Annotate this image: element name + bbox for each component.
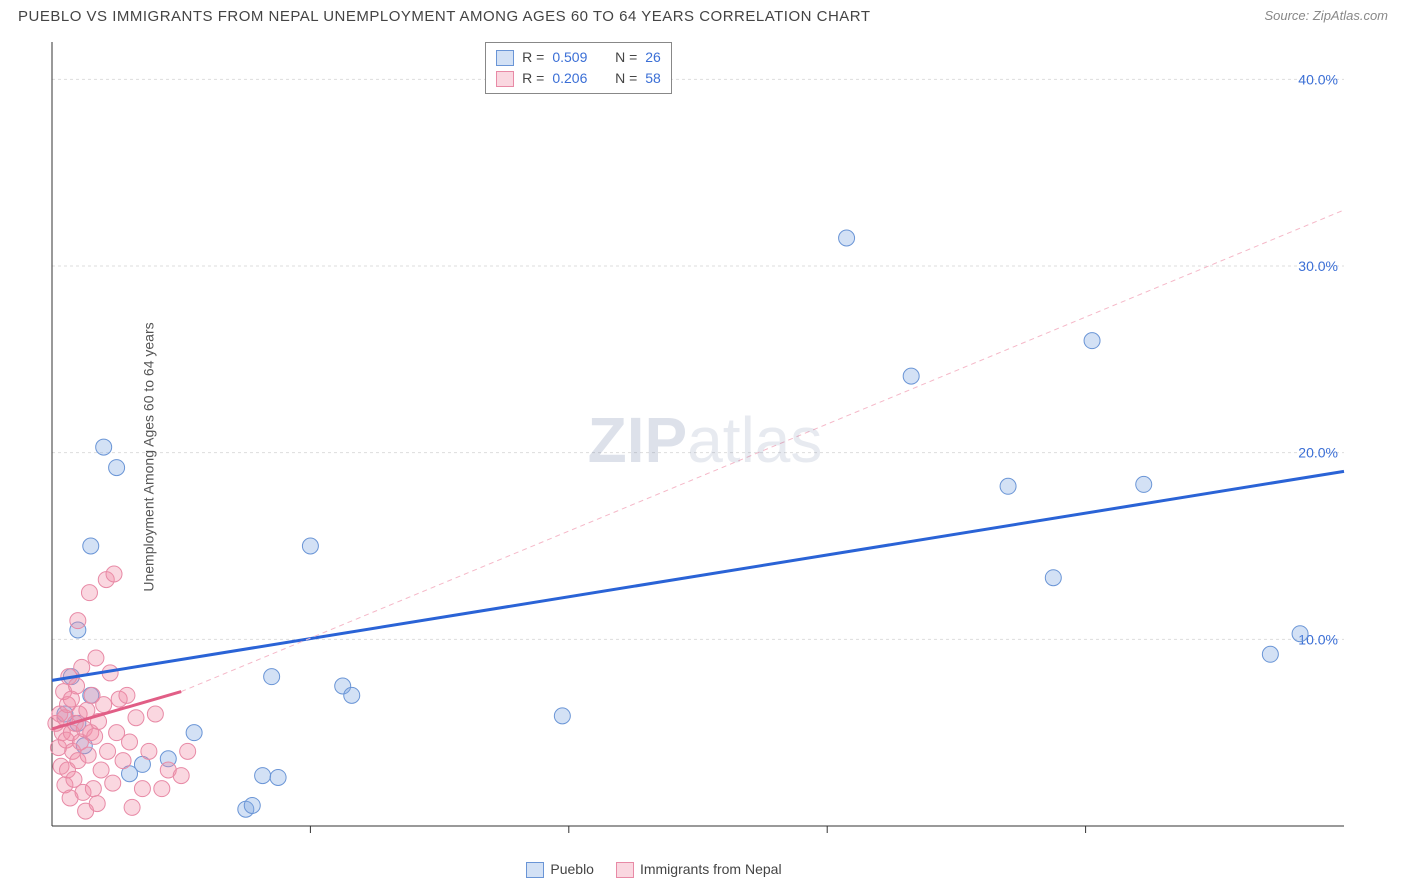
data-point	[96, 697, 112, 713]
data-point	[141, 743, 157, 759]
data-point	[839, 230, 855, 246]
data-point	[302, 538, 318, 554]
data-point	[134, 781, 150, 797]
legend-label: Pueblo	[550, 861, 594, 877]
scatter-chart: 10.0%20.0%30.0%40.0%0.0%100.0%	[18, 36, 1348, 836]
data-point	[119, 687, 135, 703]
data-point	[180, 743, 196, 759]
data-point	[89, 796, 105, 812]
data-point	[70, 613, 86, 629]
data-point	[147, 706, 163, 722]
data-point	[270, 769, 286, 785]
data-point	[554, 708, 570, 724]
data-point	[80, 747, 96, 763]
data-point	[173, 768, 189, 784]
data-point	[344, 687, 360, 703]
data-point	[1136, 476, 1152, 492]
data-point	[244, 797, 260, 813]
correlation-legend: R = 0.509 N = 26R = 0.206 N = 58	[485, 42, 672, 94]
data-point	[154, 781, 170, 797]
legend-label: Immigrants from Nepal	[640, 861, 782, 877]
svg-text:20.0%: 20.0%	[1298, 445, 1338, 461]
chart-container: Unemployment Among Ages 60 to 64 years Z…	[18, 36, 1392, 878]
data-point	[115, 753, 131, 769]
chart-title: PUEBLO VS IMMIGRANTS FROM NEPAL UNEMPLOY…	[18, 8, 871, 25]
svg-text:40.0%: 40.0%	[1298, 71, 1338, 87]
data-point	[96, 439, 112, 455]
data-point	[1262, 646, 1278, 662]
data-point	[128, 710, 144, 726]
data-point	[88, 650, 104, 666]
trend-line-extrapolated	[181, 210, 1344, 692]
svg-text:30.0%: 30.0%	[1298, 258, 1338, 274]
legend-swatch	[526, 862, 544, 878]
data-point	[74, 659, 90, 675]
data-point	[69, 678, 85, 694]
data-point	[124, 799, 140, 815]
legend-item: Immigrants from Nepal	[616, 861, 782, 878]
legend-swatch	[496, 71, 514, 87]
data-point	[106, 566, 122, 582]
data-point	[903, 368, 919, 384]
legend-item: Pueblo	[526, 861, 594, 878]
data-point	[1292, 626, 1308, 642]
data-point	[85, 781, 101, 797]
data-point	[105, 775, 121, 791]
legend-swatch	[616, 862, 634, 878]
data-point	[93, 762, 109, 778]
data-point	[186, 725, 202, 741]
data-point	[1000, 478, 1016, 494]
trend-line	[52, 471, 1344, 680]
data-point	[109, 460, 125, 476]
data-point	[83, 538, 99, 554]
source-label: Source: ZipAtlas.com	[1264, 8, 1388, 23]
y-axis-label: Unemployment Among Ages 60 to 64 years	[141, 322, 157, 591]
data-point	[81, 585, 97, 601]
data-point	[255, 768, 271, 784]
data-point	[87, 728, 103, 744]
legend-row: R = 0.509 N = 26	[496, 47, 661, 68]
data-point	[122, 734, 138, 750]
legend-row: R = 0.206 N = 58	[496, 68, 661, 89]
series-legend: Pueblo Immigrants from Nepal	[526, 861, 781, 878]
data-point	[1084, 333, 1100, 349]
data-point	[100, 743, 116, 759]
data-point	[264, 669, 280, 685]
legend-swatch	[496, 50, 514, 66]
data-point	[1045, 570, 1061, 586]
